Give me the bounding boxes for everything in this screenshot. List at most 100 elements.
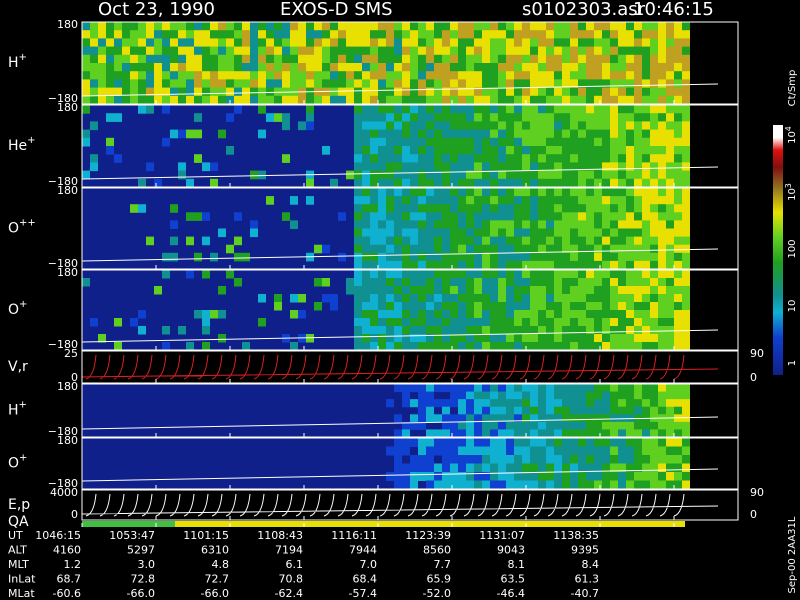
spectrogram-cell (458, 278, 466, 287)
spectrogram-cell (482, 326, 490, 335)
spectrogram-cell (578, 318, 586, 327)
spectrogram-cell (658, 129, 666, 139)
spectrogram-cell (562, 455, 570, 464)
spectrogram-cell (434, 472, 442, 481)
spectrogram-cell (194, 63, 202, 72)
spectrogram-cell (394, 71, 402, 80)
spectrogram-cell (474, 480, 482, 490)
spectrogram-cell (666, 318, 674, 327)
spectrogram-cell (562, 105, 570, 114)
spectrogram-cell (418, 137, 426, 147)
spectrogram-cell (322, 46, 330, 56)
spectrogram-cell (450, 71, 458, 80)
spectrogram-cell (434, 154, 442, 163)
spectrogram-cell (554, 455, 562, 464)
spectrogram-cell (602, 121, 610, 131)
spectrogram-cell (506, 406, 514, 415)
spectrogram-cell (322, 22, 330, 31)
spectrogram-cell (386, 154, 394, 163)
spectrogram-cell (218, 54, 226, 64)
spectrogram-cell (554, 384, 562, 393)
spectrogram-cell (458, 326, 466, 335)
spectrogram-cell (554, 129, 562, 139)
spectrogram-cell (218, 71, 226, 80)
spectrogram-cell (562, 204, 570, 213)
spectrogram-cell (418, 79, 426, 89)
spectrogram-cell (186, 79, 194, 89)
spectrogram-cell (90, 154, 98, 163)
spectrogram-cell (546, 326, 554, 335)
spectrogram-cell (570, 105, 578, 114)
spectrogram-cell (530, 472, 538, 481)
spectrogram-cell (578, 421, 586, 430)
spectrogram-cell (458, 294, 466, 303)
spectrogram-cell (258, 22, 266, 31)
spectrogram-cell (658, 334, 666, 343)
spectrogram-cell (402, 54, 410, 64)
spectrogram-cell (378, 204, 386, 213)
spectrogram-cell (618, 188, 626, 197)
spectrogram-cell (450, 228, 458, 238)
spectrogram-cell (498, 455, 506, 464)
spectrogram-cell (274, 63, 282, 72)
spectrogram-cell (546, 113, 554, 122)
spectrogram-cell (202, 162, 210, 172)
spectrogram-cell (474, 472, 482, 481)
spectrogram-cell (674, 342, 682, 351)
spectrogram-cell (474, 38, 482, 48)
spectrogram-cell (578, 204, 586, 213)
spectrogram-cell (186, 342, 194, 351)
spectrogram-cell (274, 113, 282, 122)
spectrogram-cell (674, 228, 682, 238)
spectrogram-cell (554, 414, 562, 423)
spectrogram-cell (386, 188, 394, 197)
spectrogram-cell (578, 46, 586, 56)
spectrogram-cell (578, 87, 586, 97)
spectrogram-cell (426, 294, 434, 303)
spectrogram-cell (378, 178, 386, 188)
spectrogram-cell (674, 326, 682, 335)
spectrogram-cell (642, 38, 650, 48)
spectrogram-cell (650, 46, 658, 56)
spectrogram-cell (370, 220, 378, 229)
spectrogram-cell (562, 342, 570, 351)
spectrogram-cell (482, 38, 490, 48)
spectrogram-cell (586, 438, 594, 447)
spectrogram-cell (386, 260, 394, 270)
spectrogram-cell (354, 318, 362, 327)
spectrogram-cell (146, 22, 154, 31)
spectrogram-cell (498, 71, 506, 80)
spectrogram-cell (554, 54, 562, 64)
spectrogram-cell (410, 121, 418, 131)
spectrogram-cell (610, 414, 618, 423)
spectrogram-cell (498, 154, 506, 163)
spectrogram-cell (386, 95, 394, 105)
spectrogram-cell (474, 105, 482, 114)
spectrogram-cell (362, 342, 370, 351)
spectrogram-cell (466, 228, 474, 238)
spectrogram-cell (674, 310, 682, 319)
spectrogram-cell (490, 278, 498, 287)
spectrogram-cell (290, 46, 298, 56)
spectrogram-cell (562, 30, 570, 39)
spectrogram-cell (426, 244, 434, 254)
spectrogram-cell (474, 121, 482, 131)
spectrogram-cell (634, 146, 642, 155)
spectrogram-cell (394, 188, 402, 197)
spectrogram-cell (642, 310, 650, 319)
trace (81, 416, 719, 430)
spectrogram-cell (594, 384, 602, 393)
spectrogram-cell (394, 270, 402, 279)
spectrogram-cell (482, 286, 490, 295)
spectrogram-cell (650, 286, 658, 295)
spectrogram-cell (602, 342, 610, 351)
spectrogram-cell (426, 129, 434, 139)
spectrogram-cell (578, 71, 586, 80)
spectrogram-cell (322, 278, 330, 287)
spectrogram-cell (394, 220, 402, 229)
spectrogram-cell (594, 438, 602, 447)
spectrogram-cell (682, 252, 690, 262)
cell: 1053:47 (109, 529, 155, 542)
spectrogram-cell (642, 204, 650, 213)
spectrogram-cell (530, 236, 538, 246)
